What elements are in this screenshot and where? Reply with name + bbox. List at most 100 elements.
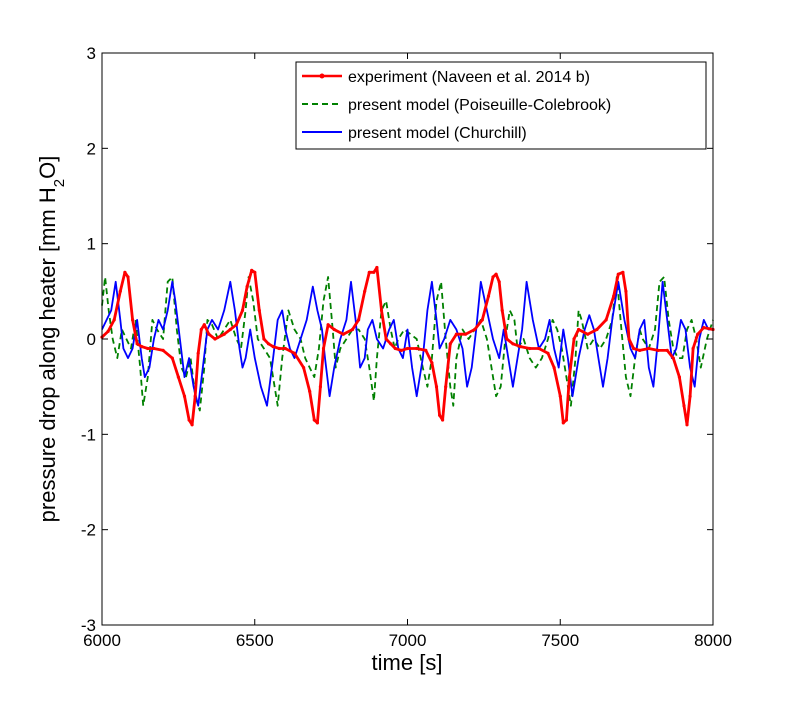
- series-layer: [100, 265, 715, 427]
- ticks-layer: 6000 6500 7000 7500 8000 -3 -2 -1 0 1 2 3: [81, 44, 732, 650]
- data-point: [372, 270, 376, 274]
- y-tick-label: -3: [81, 616, 96, 635]
- data-point: [213, 337, 217, 341]
- data-point: [441, 418, 445, 422]
- data-point: [315, 421, 319, 425]
- data-point: [240, 308, 245, 312]
- data-point: [112, 318, 116, 322]
- data-point: [131, 318, 135, 322]
- data-point: [222, 332, 226, 336]
- data-point: [537, 346, 541, 351]
- data-point: [621, 270, 625, 274]
- data-point: [647, 346, 651, 351]
- data-point: [193, 394, 197, 398]
- x-axis-label: time [s]: [372, 650, 443, 675]
- data-point: [616, 272, 620, 276]
- y-axis-label-subscript: 2: [51, 179, 68, 187]
- data-point: [494, 272, 498, 276]
- data-point: [182, 394, 187, 398]
- data-point: [363, 289, 367, 293]
- x-tick-label: 7000: [389, 631, 427, 650]
- legend: experiment (Naveen et al. 2014 b) presen…: [295, 61, 707, 150]
- data-point: [586, 332, 590, 336]
- data-point: [146, 346, 150, 351]
- data-point: [702, 326, 706, 330]
- data-point: [546, 351, 550, 355]
- data-point: [118, 289, 122, 293]
- data-point: [685, 423, 689, 427]
- data-point: [448, 342, 452, 346]
- data-point: [321, 346, 326, 351]
- data-point: [665, 348, 669, 352]
- y-tick-label: -1: [81, 425, 96, 444]
- data-point: [572, 337, 576, 341]
- data-point: [691, 346, 695, 351]
- data-point: [199, 327, 203, 332]
- data-point: [486, 294, 491, 298]
- data-point: [564, 418, 569, 422]
- data-point: [399, 348, 403, 352]
- data-point: [473, 327, 477, 332]
- data-point: [480, 318, 484, 322]
- data-point: [438, 413, 442, 417]
- data-point: [671, 356, 675, 360]
- y-tick-label: 0: [87, 330, 96, 349]
- data-point: [638, 348, 642, 352]
- data-point: [497, 280, 501, 284]
- data-point: [140, 345, 144, 349]
- data-point: [302, 366, 306, 370]
- data-point: [424, 348, 428, 352]
- data-point: [135, 342, 139, 346]
- y-tick-label: 2: [87, 139, 96, 158]
- x-tick-label: 8000: [694, 631, 732, 650]
- data-point: [176, 375, 180, 379]
- data-point: [434, 385, 439, 389]
- series-line-0: [101, 266, 714, 427]
- data-point: [415, 346, 419, 351]
- data-point: [106, 329, 110, 333]
- data-point: [367, 270, 371, 274]
- data-point: [308, 389, 312, 393]
- data-point: [454, 332, 458, 336]
- data-point: [577, 327, 581, 332]
- data-point: [393, 346, 397, 351]
- data-point: [682, 404, 686, 408]
- data-point: [202, 323, 206, 327]
- y-axis-label-main: pressure drop along heater [mm H: [35, 187, 60, 522]
- data-point: [350, 327, 355, 332]
- data-point: [500, 308, 504, 312]
- data-point: [253, 270, 257, 274]
- data-point: [332, 327, 336, 332]
- data-point: [375, 265, 379, 270]
- data-point: [511, 342, 515, 346]
- data-point: [228, 327, 232, 332]
- data-point: [677, 375, 682, 379]
- data-point: [126, 275, 130, 279]
- data-point: [463, 332, 468, 336]
- data-point: [528, 346, 532, 351]
- y-axis-label: pressure drop along heater [mm H2O]: [35, 156, 68, 523]
- data-point: [632, 346, 636, 351]
- y-axis-label-end: O]: [35, 156, 60, 179]
- data-point: [552, 366, 556, 370]
- data-point: [190, 423, 194, 427]
- y-tick-label: 3: [87, 44, 96, 63]
- data-point: [612, 294, 616, 298]
- data-point: [170, 356, 174, 360]
- legend-label-poiseuille-colebrook: present model (Poiseuille-Colebrook): [348, 97, 611, 114]
- data-point: [262, 337, 266, 341]
- data-point: [341, 332, 345, 336]
- x-tick-label: 6500: [236, 631, 274, 650]
- data-point: [627, 337, 631, 341]
- data-point: [123, 270, 127, 274]
- data-point: [318, 385, 322, 389]
- data-point: [561, 421, 565, 425]
- data-point: [152, 346, 156, 351]
- y-tick-label: -2: [81, 521, 96, 540]
- data-point: [292, 351, 297, 355]
- data-point: [257, 308, 261, 312]
- data-point: [326, 323, 330, 327]
- x-tick-label: 6000: [83, 631, 121, 650]
- data-point: [312, 418, 316, 422]
